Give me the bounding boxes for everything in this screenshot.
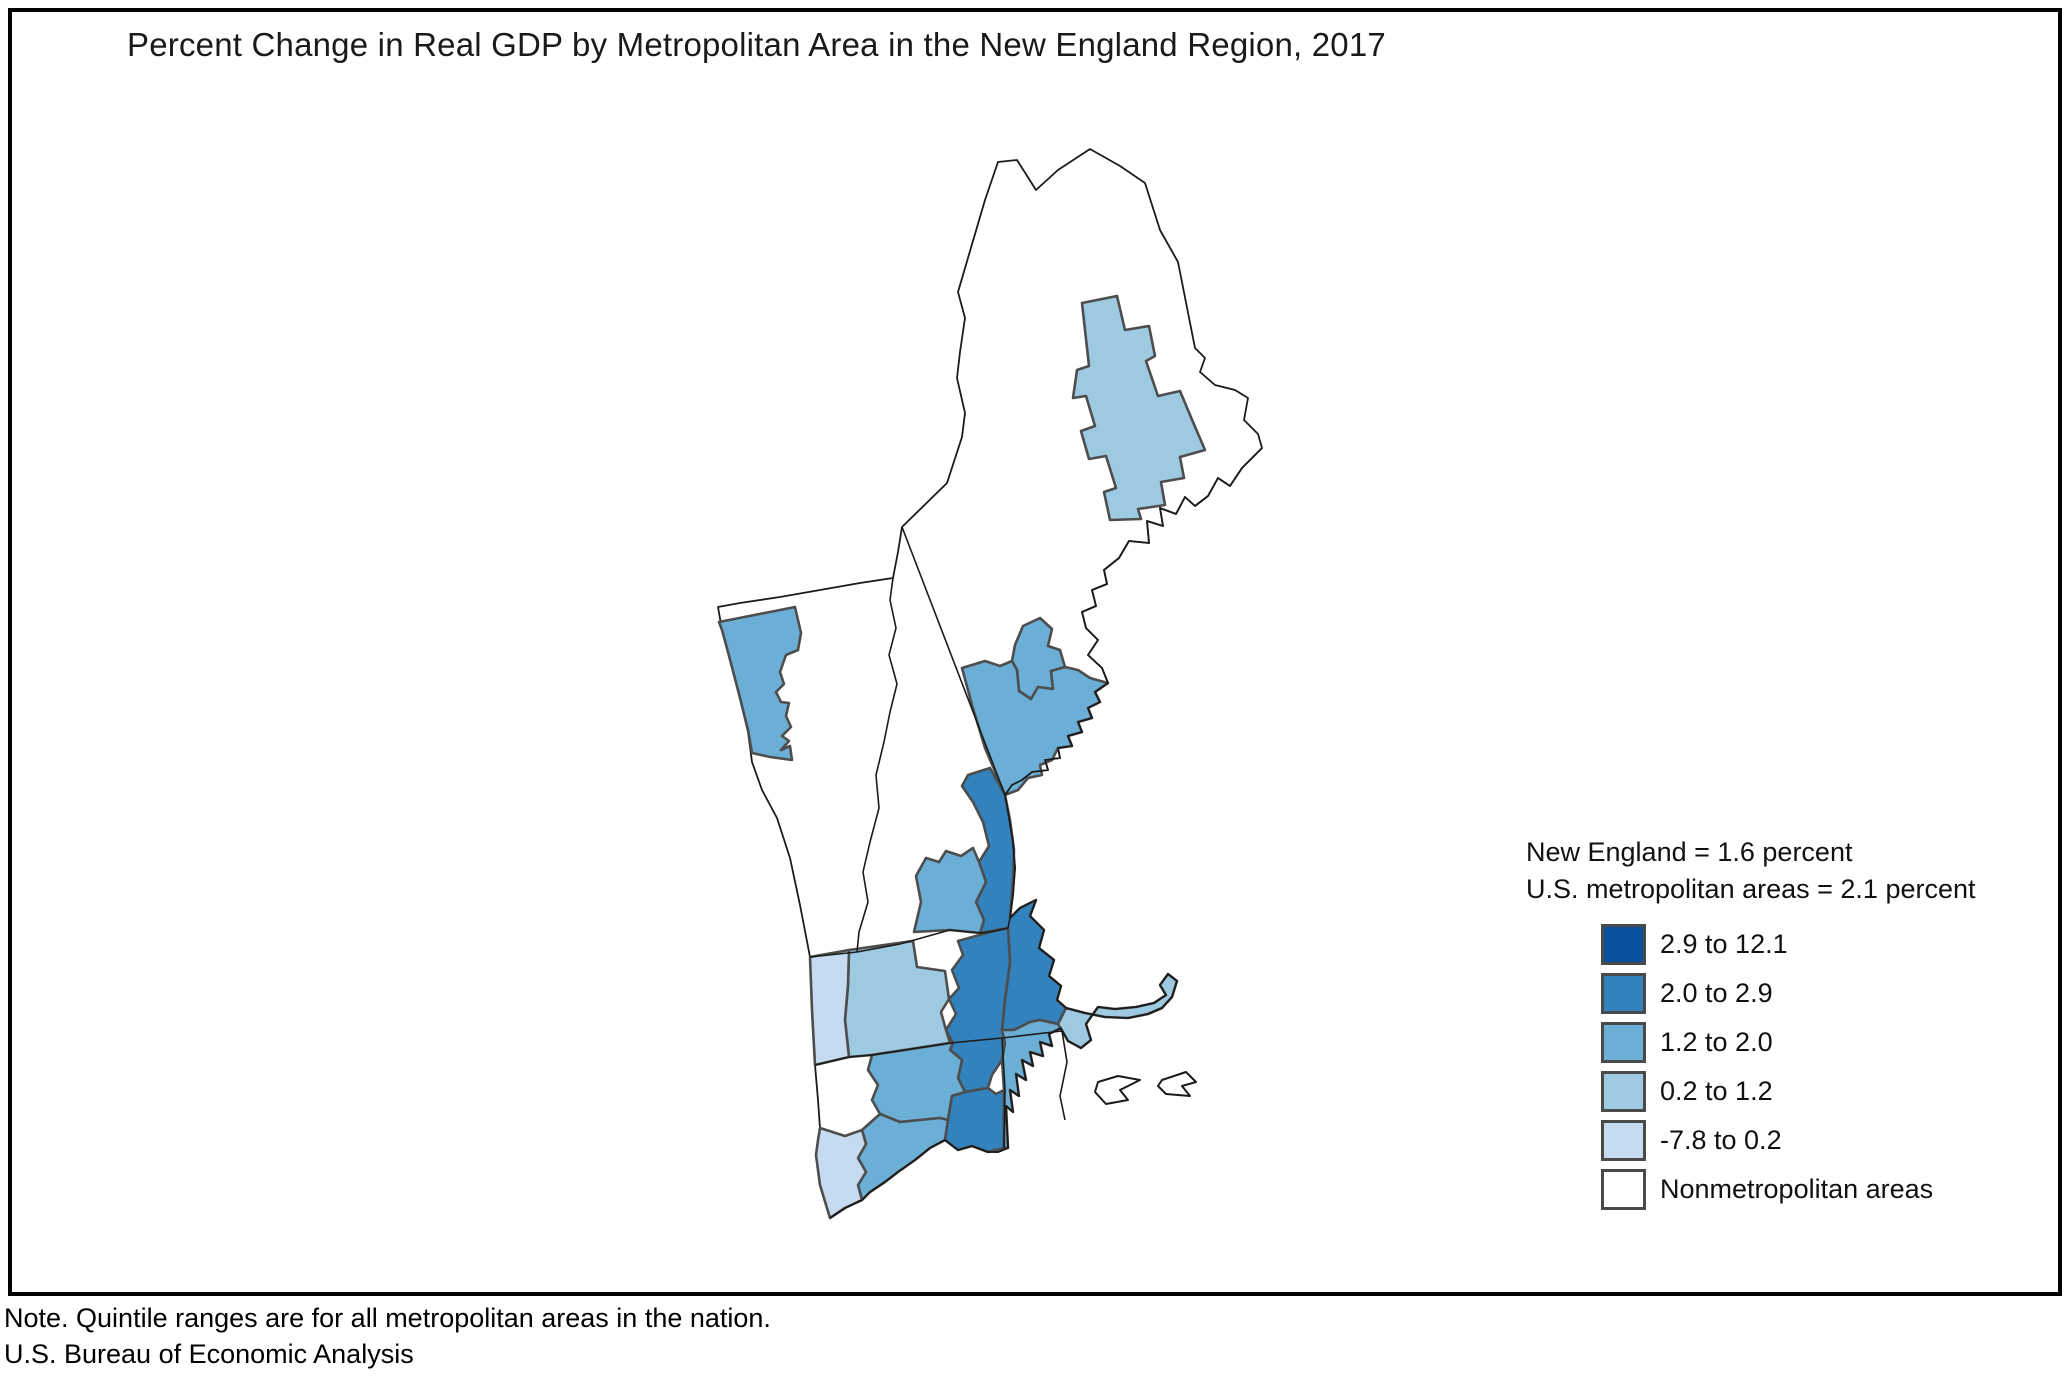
footnote-line-2: U.S. Bureau of Economic Analysis xyxy=(4,1339,414,1369)
legend-items: 2.9 to 12.1 2.0 to 2.9 1.2 to 2.0 0.2 to… xyxy=(1601,920,2046,1214)
state-boundaries xyxy=(809,526,1068,1149)
border-ri-ma-east xyxy=(1059,1030,1068,1121)
region-norwich-new-london xyxy=(943,1086,1006,1154)
region-pittsfield xyxy=(808,948,851,1067)
legend-swatch-nonmetro xyxy=(1601,1169,1646,1210)
legend-item: 0.2 to 1.2 xyxy=(1601,1067,2046,1116)
region-providence-warwick xyxy=(1000,1018,1063,1150)
footnote: Note. Quintile ranges are for all metrop… xyxy=(4,1300,1404,1372)
legend-label: -7.8 to 0.2 xyxy=(1660,1125,1782,1155)
legend-label: 2.9 to 12.1 xyxy=(1660,929,1788,959)
region-new-haven xyxy=(856,1112,950,1202)
legend-header-new-england: New England = 1.6 percent xyxy=(1526,837,1853,867)
legend-swatch-quintile-1 xyxy=(1601,924,1646,965)
islands xyxy=(1094,1071,1197,1105)
island-nantucket xyxy=(1157,1071,1197,1097)
legend-item: -7.8 to 0.2 xyxy=(1601,1116,2046,1165)
legend-label: 2.0 to 2.9 xyxy=(1660,978,1773,1008)
border-ct-ri xyxy=(1001,1037,1006,1149)
island-marthas-vineyard xyxy=(1094,1075,1141,1105)
legend-swatch-quintile-3 xyxy=(1601,1022,1646,1063)
coastline-overlay xyxy=(829,447,1263,1219)
legend-label: 1.2 to 2.0 xyxy=(1660,1027,1773,1057)
region-bangor xyxy=(1071,294,1207,522)
region-manchester-nashua xyxy=(912,846,988,935)
region-burlington xyxy=(717,605,803,762)
legend-item: Nonmetropolitan areas xyxy=(1601,1165,2046,1214)
legend-swatch-quintile-5 xyxy=(1601,1120,1646,1161)
border-ma-south xyxy=(814,1030,1063,1066)
legend-label: 0.2 to 1.2 xyxy=(1660,1076,1773,1106)
footnote-line-1: Note. Quintile ranges are for all metrop… xyxy=(4,1303,771,1333)
legend-swatch-quintile-2 xyxy=(1601,973,1646,1014)
border-vt-nh xyxy=(856,577,898,953)
legend-item: 2.9 to 12.1 xyxy=(1601,920,2046,969)
legend-label: Nonmetropolitan areas xyxy=(1660,1174,1934,1204)
legend-header: New England = 1.6 percent U.S. metropoli… xyxy=(1526,834,2046,908)
legend-item: 1.2 to 2.0 xyxy=(1601,1018,2046,1067)
legend-header-us-metro: U.S. metropolitan areas = 2.1 percent xyxy=(1526,874,1976,904)
metro-regions xyxy=(717,294,1207,1220)
page-title: Percent Change in Real GDP by Metropolit… xyxy=(127,26,1386,63)
legend: New England = 1.6 percent U.S. metropoli… xyxy=(1526,834,2046,1214)
legend-item: 2.0 to 2.9 xyxy=(1601,969,2046,1018)
border-ma-north xyxy=(809,917,1011,958)
border-me-nh xyxy=(901,526,1006,796)
region-bridgeport-stamford xyxy=(814,1126,868,1220)
legend-swatch-quintile-4 xyxy=(1601,1071,1646,1112)
